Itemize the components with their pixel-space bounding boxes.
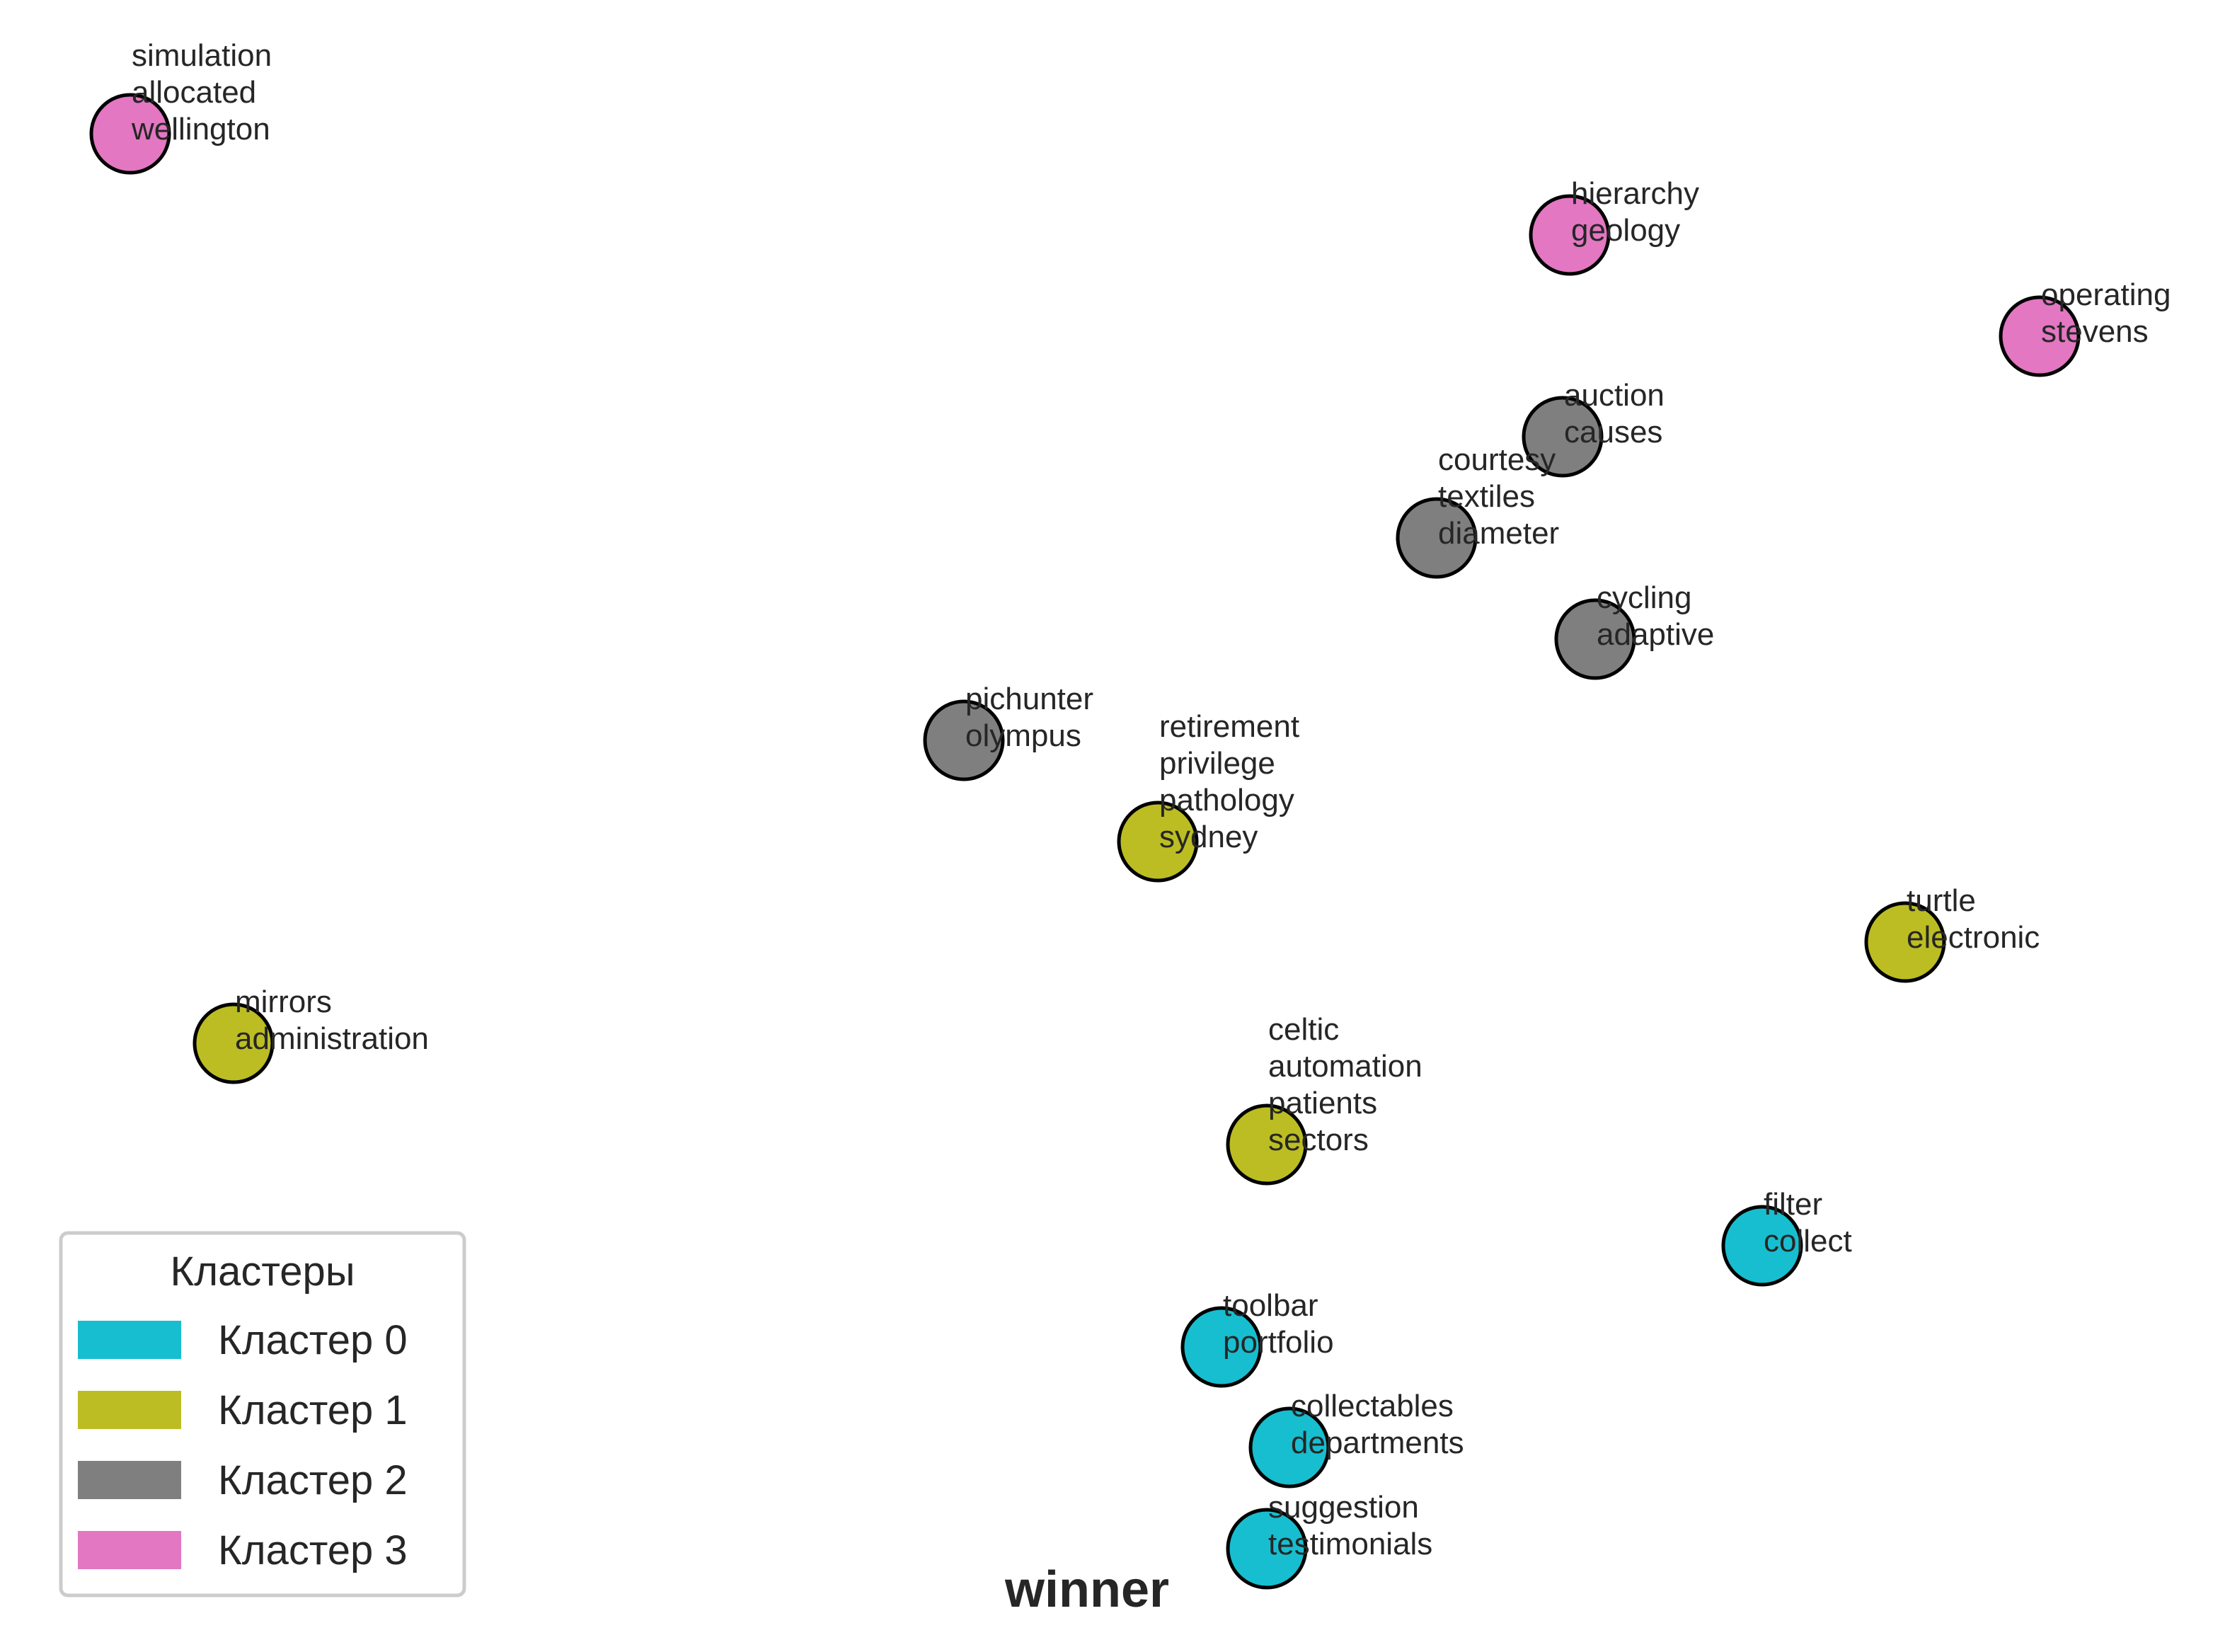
node-label: automation	[1268, 1049, 1422, 1084]
node-label: administration	[235, 1021, 429, 1056]
node-label: cycling	[1597, 580, 1692, 615]
node-circle	[1396, 497, 1478, 579]
node-label: operating	[2041, 277, 2171, 312]
node-circle	[1117, 801, 1199, 883]
node-label: patients	[1268, 1086, 1377, 1120]
node-label: wellington	[131, 112, 270, 147]
node-label: adaptive	[1597, 617, 1714, 652]
node-label: collectables	[1291, 1389, 1454, 1423]
node-label: departments	[1291, 1426, 1464, 1460]
node-label: geology	[1571, 213, 1680, 248]
node-label: hierarchy	[1571, 176, 1699, 211]
node-label: retirement	[1159, 709, 1299, 744]
node-label: turtle	[1907, 883, 1976, 918]
node-label: sydney	[1159, 820, 1258, 854]
node-circle	[1554, 598, 1636, 680]
node-label: textiles	[1438, 479, 1535, 514]
node-label: sectors	[1268, 1123, 1369, 1157]
legend-swatch-1	[78, 1391, 181, 1429]
node-circle	[1180, 1306, 1263, 1388]
legend-swatch-2	[78, 1461, 181, 1499]
node-label: allocated	[132, 75, 256, 110]
node-circle	[1522, 396, 1604, 478]
node-label: electronic	[1907, 920, 2040, 955]
node-circle	[1248, 1406, 1330, 1488]
legend-title: Кластеры	[171, 1249, 355, 1295]
legend-label-1: Кластер 1	[218, 1387, 408, 1433]
node-label: diameter	[1438, 516, 1559, 551]
node-circle	[89, 93, 171, 175]
legend-swatch-3	[78, 1531, 181, 1569]
node-label: stevens	[2041, 314, 2149, 349]
node-circle	[923, 699, 1005, 781]
node-circle	[1529, 194, 1611, 276]
node-circle	[1226, 1508, 1308, 1590]
node-label: pathology	[1159, 783, 1294, 818]
legend-swatch-0	[78, 1321, 181, 1359]
node-circle	[192, 1002, 275, 1084]
node-label: portfolio	[1223, 1325, 1334, 1360]
node-label: suggestion	[1268, 1490, 1419, 1525]
node-label: simulation	[132, 38, 272, 73]
node-label: filter	[1764, 1187, 1822, 1222]
node-circle	[1226, 1103, 1308, 1186]
node-label: testimonials	[1268, 1527, 1432, 1561]
legend-label-0: Кластер 0	[218, 1317, 408, 1363]
node-label: celtic	[1268, 1012, 1339, 1047]
node-label: olympus	[965, 718, 1081, 753]
node-label: courtesy	[1438, 442, 1556, 477]
node-circle	[1999, 295, 2081, 377]
legend-label-2: Кластер 2	[218, 1457, 408, 1503]
legend-label-3: Кластер 3	[218, 1527, 408, 1573]
node-circle	[1864, 901, 1946, 983]
node-label: toolbar	[1223, 1288, 1318, 1323]
node-label: privilege	[1159, 746, 1275, 781]
node-label: mirrors	[235, 985, 332, 1019]
node-label: auction	[1564, 378, 1665, 413]
node-label: pichunter	[965, 682, 1093, 716]
node-label: causes	[1564, 415, 1662, 449]
diagram-title: winner	[1004, 1561, 1169, 1618]
node-circle	[1721, 1205, 1803, 1287]
node-label: collect	[1764, 1224, 1852, 1258]
legend: Кластеры Кластер 0 Кластер 1 Кластер 2 К…	[59, 1231, 466, 1597]
